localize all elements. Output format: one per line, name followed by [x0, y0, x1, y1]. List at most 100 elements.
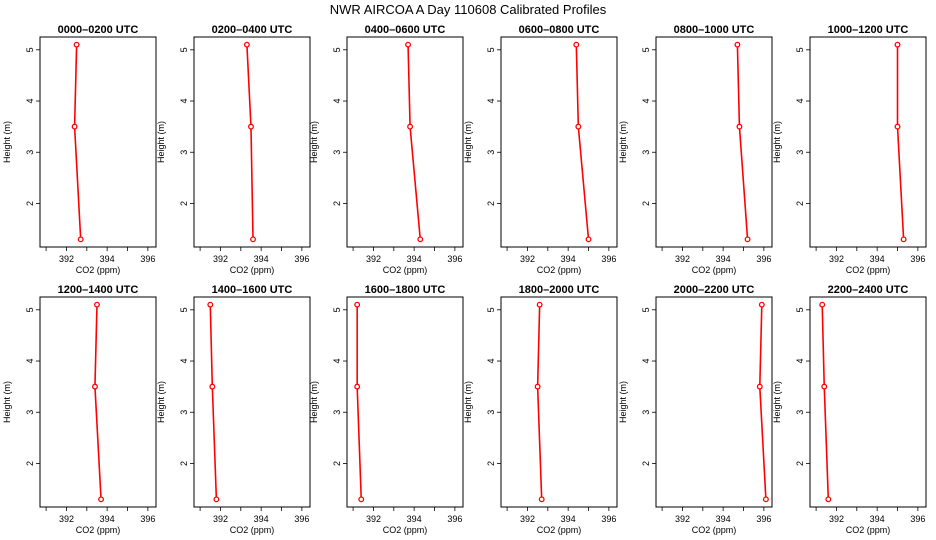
x-tick-label: 392	[59, 254, 74, 264]
panel-title: 1000–1200 UTC	[828, 24, 909, 36]
y-tick-label: 2	[486, 201, 496, 206]
y-tick-label: 4	[486, 99, 496, 104]
y-tick-label: 3	[179, 150, 189, 155]
x-tick-label: 396	[447, 254, 462, 264]
y-axis-label: Height (m)	[309, 381, 319, 423]
x-axis-label: CO2 (ppm)	[383, 525, 428, 535]
y-tick-label: 4	[641, 359, 651, 364]
panel-4: 0600–0800 UTC 392 394 396 2 3 4 5 CO2 (ppm) Heigh…	[463, 24, 618, 275]
profile-line	[736, 44, 749, 240]
x-axis-label: CO2 (ppm)	[76, 265, 121, 275]
y-axis-label: Height (m)	[463, 381, 473, 423]
panel-title: 0400–0600 UTC	[365, 24, 446, 36]
panel-8: 1400–1600 UTC 392 394 396 2 3 4 5 CO2 (ppm) Heigh…	[156, 284, 311, 535]
panel-6: 1000–1200 UTC 392 394 396 2 3 4 5 CO2 (ppm) Heigh…	[772, 24, 927, 275]
x-tick-label: 394	[561, 254, 576, 264]
x-tick-label: 392	[675, 514, 690, 524]
data-point	[585, 236, 592, 243]
data-point	[758, 301, 765, 308]
data-point	[762, 496, 769, 503]
y-tick-label: 3	[641, 150, 651, 155]
x-tick-label: 396	[601, 514, 616, 524]
profile-line	[209, 304, 218, 500]
data-point	[248, 123, 254, 130]
data-point	[744, 236, 751, 243]
panel-title: 2000–2200 UTC	[674, 284, 755, 296]
y-tick-label: 5	[795, 47, 805, 52]
x-tick-label: 394	[100, 254, 115, 264]
y-tick-label: 3	[25, 410, 35, 415]
y-axis-label: Height (m)	[156, 121, 166, 163]
x-tick-label: 394	[716, 254, 731, 264]
data-point	[94, 301, 100, 308]
x-tick-label: 392	[829, 514, 844, 524]
y-tick-label: 2	[25, 201, 35, 206]
y-tick-label: 3	[795, 150, 805, 155]
panels: 0000–0200 UTC 392 394 396 2 3 4 5 CO2 (ppm) Heigh…	[2, 24, 927, 535]
x-tick-label: 394	[254, 254, 269, 264]
figure-title: NWR AIRCOA A Day 110608 Calibrated Profi…	[330, 2, 607, 17]
panel-title: 0800–1000 UTC	[674, 24, 755, 36]
data-point	[417, 236, 424, 243]
x-axis-label: CO2 (ppm)	[692, 525, 737, 535]
data-point	[250, 236, 256, 243]
x-tick-label: 396	[294, 514, 309, 524]
data-point	[825, 496, 832, 503]
y-axis-label: Height (m)	[156, 381, 166, 423]
x-tick-label: 396	[140, 254, 155, 264]
x-tick-label: 396	[601, 254, 616, 264]
profile-line	[246, 44, 254, 240]
plot-frame	[809, 296, 927, 508]
plot-frame	[809, 36, 927, 248]
data-point	[575, 123, 582, 130]
y-tick-label: 4	[795, 99, 805, 104]
data-point	[736, 123, 743, 130]
profile-line	[73, 44, 82, 240]
panel-title: 1600–1800 UTC	[365, 284, 446, 296]
plot-frame	[193, 296, 311, 508]
x-axis-label: CO2 (ppm)	[230, 265, 275, 275]
data-point	[358, 496, 365, 503]
x-tick-label: 396	[910, 254, 925, 264]
panel-title: 0000–0200 UTC	[58, 24, 139, 36]
y-tick-label: 3	[795, 410, 805, 415]
x-tick-label: 394	[254, 514, 269, 524]
panel-11: 2000–2200 UTC 392 394 396 2 3 4 5 CO2 (ppm) Heigh…	[618, 284, 773, 535]
y-tick-label: 2	[486, 461, 496, 466]
profile-line	[407, 44, 422, 240]
data-point	[354, 301, 361, 308]
y-axis-label: Height (m)	[2, 121, 12, 163]
panel-title: 0200–0400 UTC	[212, 24, 293, 36]
x-axis-label: CO2 (ppm)	[692, 265, 737, 275]
y-tick-label: 2	[25, 461, 35, 466]
panel-title: 0600–0800 UTC	[519, 24, 600, 36]
data-point	[98, 496, 105, 503]
profile-line	[896, 44, 905, 240]
y-tick-label: 4	[486, 359, 496, 364]
data-point	[91, 383, 98, 390]
data-point	[407, 123, 414, 130]
panel-title: 1800–2000 UTC	[519, 284, 600, 296]
data-point	[405, 41, 412, 48]
data-point	[213, 496, 220, 503]
y-tick-label: 5	[795, 307, 805, 312]
plot-frame	[500, 296, 618, 508]
data-point	[354, 383, 361, 390]
x-tick-label: 394	[870, 514, 885, 524]
data-point	[71, 123, 78, 130]
x-axis-label: CO2 (ppm)	[846, 265, 891, 275]
profile-line	[575, 44, 590, 240]
y-tick-label: 2	[641, 201, 651, 206]
panel-12: 2200–2400 UTC 392 394 396 2 3 4 5 CO2 (ppm) Heigh…	[772, 284, 927, 535]
y-axis-label: Height (m)	[772, 381, 782, 423]
y-axis-label: Height (m)	[618, 381, 628, 423]
y-tick-label: 2	[795, 201, 805, 206]
plot-frame	[39, 296, 157, 508]
data-point	[900, 236, 907, 243]
x-tick-label: 396	[294, 254, 309, 264]
y-tick-label: 3	[486, 150, 496, 155]
y-tick-label: 3	[332, 150, 342, 155]
y-tick-label: 4	[332, 359, 342, 364]
x-tick-label: 392	[213, 254, 228, 264]
x-tick-label: 394	[561, 514, 576, 524]
